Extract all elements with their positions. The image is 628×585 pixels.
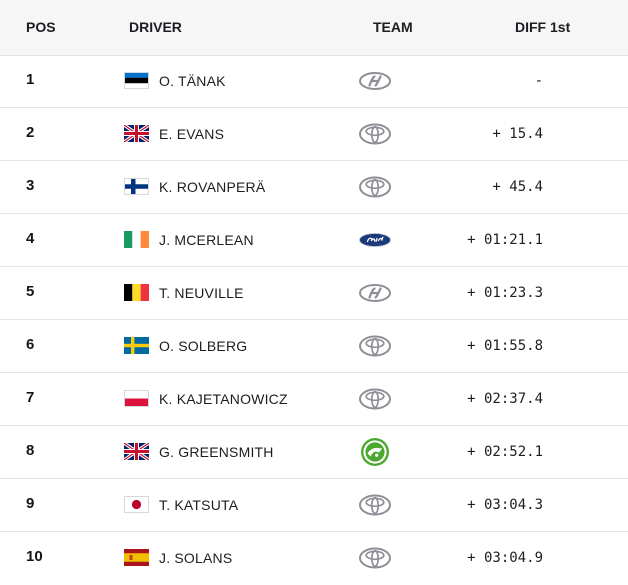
table-row[interactable]: 6 O. SOLBERG + 01:55.8	[0, 320, 628, 373]
toyota-logo-icon	[358, 331, 392, 361]
driver-name: T. NEUVILLE	[159, 285, 244, 301]
driver-name: G. GREENSMITH	[159, 444, 274, 460]
sweden-flag	[124, 337, 149, 354]
driver-name: E. EVANS	[159, 126, 225, 142]
diff-cell: + 01:23.3	[467, 285, 543, 301]
position-cell: 8	[26, 442, 35, 459]
table-row[interactable]: 2 E. EVANS + 15.4	[0, 108, 628, 161]
diff-cell: + 02:37.4	[467, 391, 543, 407]
position-cell: 3	[26, 177, 35, 194]
toyota-logo-icon	[358, 172, 392, 202]
diff-cell: + 01:55.8	[467, 338, 543, 354]
skoda-logo-icon	[358, 437, 392, 467]
table-row[interactable]: 1 O. TÄNAK -	[0, 55, 628, 108]
estonia-flag	[124, 72, 149, 89]
diff-cell: + 03:04.9	[467, 550, 543, 566]
driver-name: T. KATSUTA	[159, 497, 239, 513]
table-row[interactable]: 8 G. GREENSMITH + 02:52.1	[0, 426, 628, 479]
uk-flag	[124, 125, 149, 142]
toyota-logo-icon	[358, 384, 392, 414]
japan-flag	[124, 496, 149, 513]
driver-name: K. KAJETANOWICZ	[159, 391, 288, 407]
ireland-flag	[124, 231, 149, 248]
diff-cell: + 02:52.1	[467, 444, 543, 460]
table-header: POS DRIVER TEAM DIFF 1st	[0, 0, 628, 56]
hyundai-logo-icon	[358, 66, 392, 96]
position-cell: 10	[26, 548, 43, 565]
position-cell: 4	[26, 230, 35, 247]
table-row[interactable]: 4 J. MCERLEAN + 01:21.1	[0, 214, 628, 267]
header-pos: POS	[26, 19, 56, 35]
ford-logo-icon	[358, 225, 392, 255]
diff-cell: -	[534, 73, 543, 89]
driver-name: O. SOLBERG	[159, 338, 248, 354]
uk-flag	[124, 443, 149, 460]
toyota-logo-icon	[358, 119, 392, 149]
header-driver: DRIVER	[129, 19, 182, 35]
driver-name: J. SOLANS	[159, 550, 233, 566]
table-row[interactable]: 10 J. SOLANS + 03:04.9	[0, 532, 628, 584]
belgium-flag	[124, 284, 149, 301]
driver-name: O. TÄNAK	[159, 73, 226, 89]
finland-flag	[124, 178, 149, 195]
table-row[interactable]: 7 K. KAJETANOWICZ + 02:37.4	[0, 373, 628, 426]
toyota-logo-icon	[358, 490, 392, 520]
header-team: TEAM	[373, 19, 413, 35]
driver-name: K. ROVANPERÄ	[159, 179, 266, 195]
position-cell: 7	[26, 389, 35, 406]
position-cell: 5	[26, 283, 35, 300]
diff-cell: + 03:04.3	[467, 497, 543, 513]
hyundai-logo-icon	[358, 278, 392, 308]
position-cell: 1	[26, 71, 35, 88]
position-cell: 6	[26, 336, 35, 353]
diff-cell: + 15.4	[492, 126, 543, 142]
position-cell: 2	[26, 124, 35, 141]
table-row[interactable]: 5 T. NEUVILLE + 01:23.3	[0, 267, 628, 320]
toyota-logo-icon	[358, 543, 392, 573]
spain-flag	[124, 549, 149, 566]
driver-name: J. MCERLEAN	[159, 232, 254, 248]
table-body: 1 O. TÄNAK - 2 E. EVANS + 15.4 3 K. ROVA…	[0, 55, 628, 584]
diff-cell: + 45.4	[492, 179, 543, 195]
table-row[interactable]: 3 K. ROVANPERÄ + 45.4	[0, 161, 628, 214]
table-row[interactable]: 9 T. KATSUTA + 03:04.3	[0, 479, 628, 532]
position-cell: 9	[26, 495, 35, 512]
header-diff: DIFF 1st	[515, 19, 571, 35]
poland-flag	[124, 390, 149, 407]
diff-cell: + 01:21.1	[467, 232, 543, 248]
